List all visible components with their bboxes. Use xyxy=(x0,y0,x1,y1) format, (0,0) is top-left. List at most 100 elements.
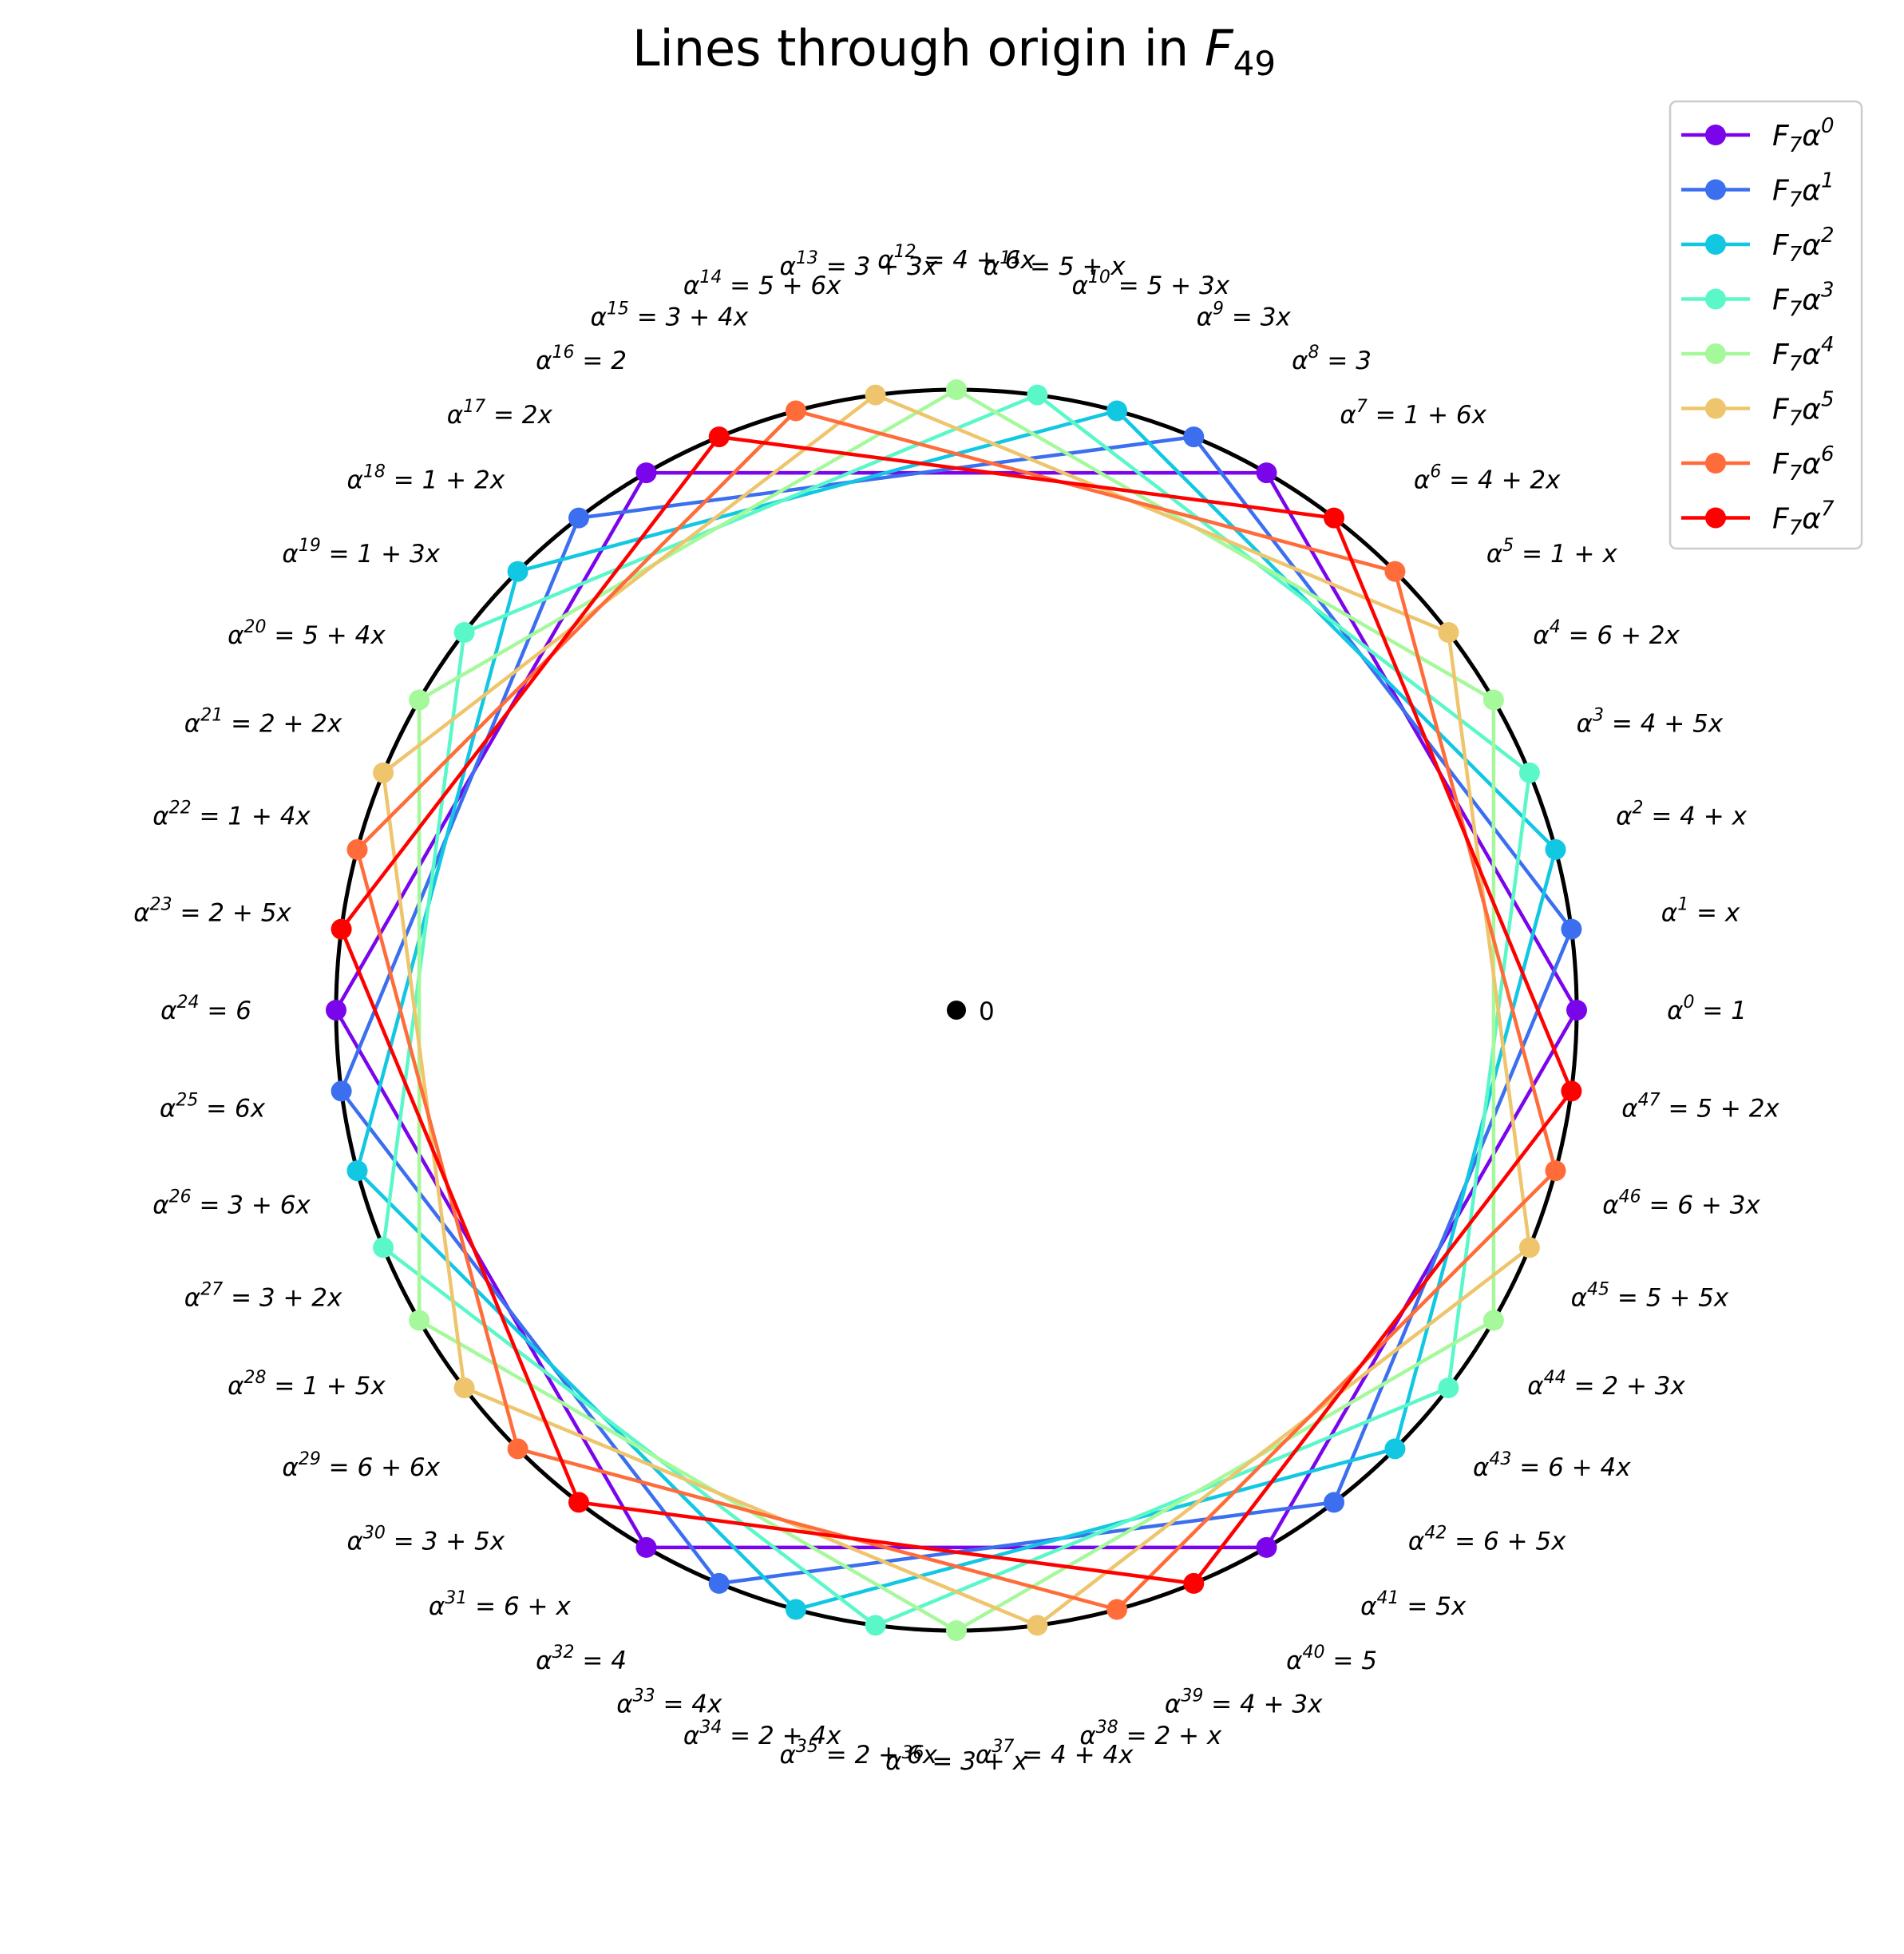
element-label-base: α xyxy=(1473,1453,1489,1482)
series-point-34 xyxy=(785,1599,806,1620)
element-label-23: α23 = 2 + 5x xyxy=(133,894,291,927)
series-point-43 xyxy=(1438,1377,1459,1398)
element-label-exp: 9 xyxy=(1213,299,1224,319)
element-label-exp: 1 xyxy=(1677,894,1688,914)
element-label-exp: 31 xyxy=(445,1588,467,1608)
element-label-exp: 21 xyxy=(200,705,223,725)
element-label-value: = 6 + x xyxy=(467,1592,571,1621)
element-label-exp: 5 xyxy=(1502,536,1514,556)
element-label-base: α xyxy=(1286,1647,1302,1675)
legend-label-5: F7α5 xyxy=(1772,388,1835,431)
element-label-exp: 38 xyxy=(1096,1718,1118,1738)
series-point-6 xyxy=(1384,561,1406,582)
legend-frame xyxy=(1668,100,1863,550)
element-label-base: α xyxy=(1079,1722,1095,1750)
series-6 xyxy=(346,400,1566,1620)
element-label-base: α xyxy=(616,1690,632,1718)
element-label-base: α xyxy=(1533,621,1549,650)
series-point-24 xyxy=(326,1000,346,1021)
element-label-exp: 46 xyxy=(1619,1187,1641,1207)
element-label-base: α xyxy=(152,1191,168,1219)
element-label-26: α26 = 3 + 6x xyxy=(152,1187,311,1219)
element-label-exp: 10 xyxy=(1088,268,1110,287)
series-point-14 xyxy=(785,400,806,422)
element-label-value: = 1 + x xyxy=(1514,540,1617,569)
element-label-base: α xyxy=(429,1592,445,1621)
element-label-base: α xyxy=(184,1284,200,1313)
element-label-value: = 4 + 2x xyxy=(1441,466,1561,494)
element-label-base: α xyxy=(1571,1284,1587,1313)
series-point-1 xyxy=(1561,918,1582,940)
element-label-value: = 3 + 2x xyxy=(223,1284,342,1313)
element-label-base: α xyxy=(228,1372,243,1401)
element-label-exp: 18 xyxy=(363,462,386,482)
legend-swatch-marker xyxy=(1705,125,1726,145)
element-label-32: α32 = 4 xyxy=(536,1643,627,1675)
element-label-34: α34 = 2 + 4x xyxy=(683,1718,841,1750)
element-label-value: = 1 xyxy=(1695,997,1747,1025)
element-label-exp: 11 xyxy=(1000,248,1022,268)
element-label-base: α xyxy=(536,1647,552,1675)
series-point-40 xyxy=(1256,1536,1277,1558)
legend-swatch-marker xyxy=(1705,398,1726,419)
element-label-exp: 12 xyxy=(894,242,916,262)
origin-point xyxy=(947,1001,966,1020)
element-label-value: = 2 + 6x xyxy=(818,1741,938,1770)
series-point-41 xyxy=(1324,1492,1344,1513)
element-label-37: α37 = 4 + 4x xyxy=(976,1737,1134,1770)
element-label-value: = 4 + 5x xyxy=(1604,709,1724,738)
element-label-base: α xyxy=(1616,803,1632,831)
element-label-21: α21 = 2 + 2x xyxy=(184,705,342,738)
element-label-value: = 3 + 4x xyxy=(629,303,749,332)
series-point-35 xyxy=(865,1615,886,1636)
element-label-28: α28 = 1 + 5x xyxy=(228,1368,386,1401)
element-label-exp: 0 xyxy=(1684,993,1695,1013)
series-point-30 xyxy=(507,1438,528,1460)
series-point-28 xyxy=(409,1310,430,1331)
legend-label-6: F7α6 xyxy=(1772,442,1835,486)
element-label-base: α xyxy=(683,271,699,300)
element-label-exp: 40 xyxy=(1303,1643,1325,1663)
series-point-39 xyxy=(1183,1572,1205,1594)
element-label-base: α xyxy=(1667,997,1683,1025)
series-5 xyxy=(373,384,1540,1636)
element-label-4: α4 = 6 + 2x xyxy=(1533,617,1680,650)
element-label-6: α6 = 4 + 2x xyxy=(1414,462,1561,494)
series-point-18 xyxy=(507,561,528,582)
series-point-11 xyxy=(1027,384,1048,406)
series-point-45 xyxy=(1518,1237,1540,1258)
series-point-33 xyxy=(708,1572,730,1594)
element-label-exp: 22 xyxy=(169,799,192,818)
element-label-value: = 3x xyxy=(1224,303,1291,332)
legend: F7α0 F7α1 F7α2 F7α3 F7α4 F7α5 F7α6 F7α7 xyxy=(1668,100,1863,550)
legend-swatch-marker xyxy=(1705,288,1726,310)
element-label-value: = 2x xyxy=(485,401,552,430)
element-label-base: α xyxy=(984,252,1000,281)
legend-label-2: F7α2 xyxy=(1772,224,1835,267)
element-label-exp: 36 xyxy=(902,1743,924,1763)
legend-label-7: F7α7 xyxy=(1772,497,1835,541)
element-label-35: α35 = 2 + 6x xyxy=(779,1737,937,1770)
legend-label-0: F7α0 xyxy=(1772,114,1835,157)
element-label-value: = 1 + 6x xyxy=(1368,401,1487,430)
element-label-exp: 17 xyxy=(463,397,485,417)
element-label-29: α29 = 6 + 6x xyxy=(282,1449,440,1482)
series-point-29 xyxy=(453,1377,475,1398)
element-label-8: α8 = 3 xyxy=(1292,343,1372,375)
element-label-base: α xyxy=(1292,347,1308,375)
element-label-24: α24 = 6 xyxy=(160,993,251,1025)
element-label-value: = 4x xyxy=(655,1690,722,1718)
element-label-42: α42 = 6 + 5x xyxy=(1408,1524,1566,1556)
element-label-value: = 6 + 6x xyxy=(321,1453,441,1482)
legend-item-4: F7α4 xyxy=(1681,333,1835,376)
element-label-value: = 5 + 3x xyxy=(1110,271,1230,300)
element-label-exp: 45 xyxy=(1587,1280,1609,1300)
element-label-exp: 13 xyxy=(796,248,818,268)
element-label-base: α xyxy=(1577,709,1593,738)
series-point-46 xyxy=(1545,1160,1566,1182)
element-label-exp: 47 xyxy=(1638,1091,1661,1111)
element-label-40: α40 = 5 xyxy=(1286,1643,1377,1675)
series-point-25 xyxy=(331,1080,352,1102)
element-label-base: α xyxy=(184,709,200,738)
